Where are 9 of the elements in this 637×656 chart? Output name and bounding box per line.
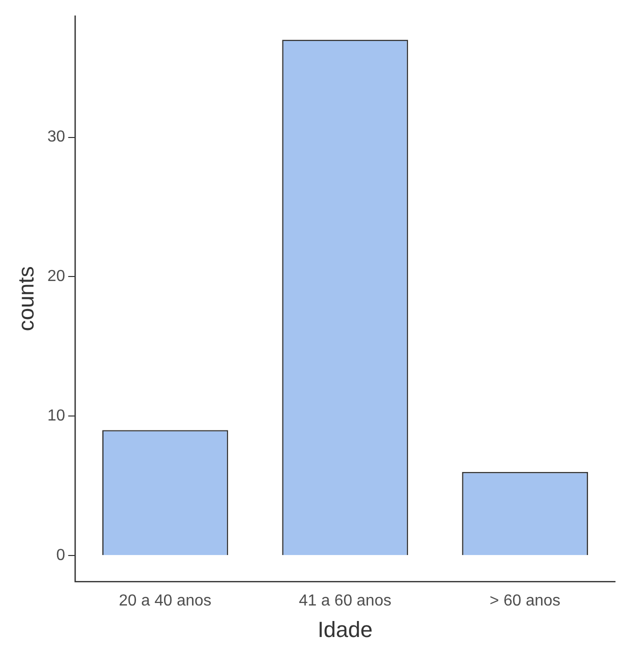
y-tick-label: 30	[47, 128, 66, 146]
y-tick-label: 0	[56, 547, 66, 564]
x-axis-title: Idade	[318, 616, 373, 642]
y-tick-label: 10	[47, 408, 66, 425]
x-tick-label: 41 a 60 anos	[298, 592, 392, 610]
x-tick-label: > 60 anos	[490, 592, 560, 610]
y-tick-label: 20	[47, 268, 66, 286]
y-axis-title: counts	[13, 266, 38, 332]
x-tick-label: 20 a 40 anos	[118, 592, 212, 610]
